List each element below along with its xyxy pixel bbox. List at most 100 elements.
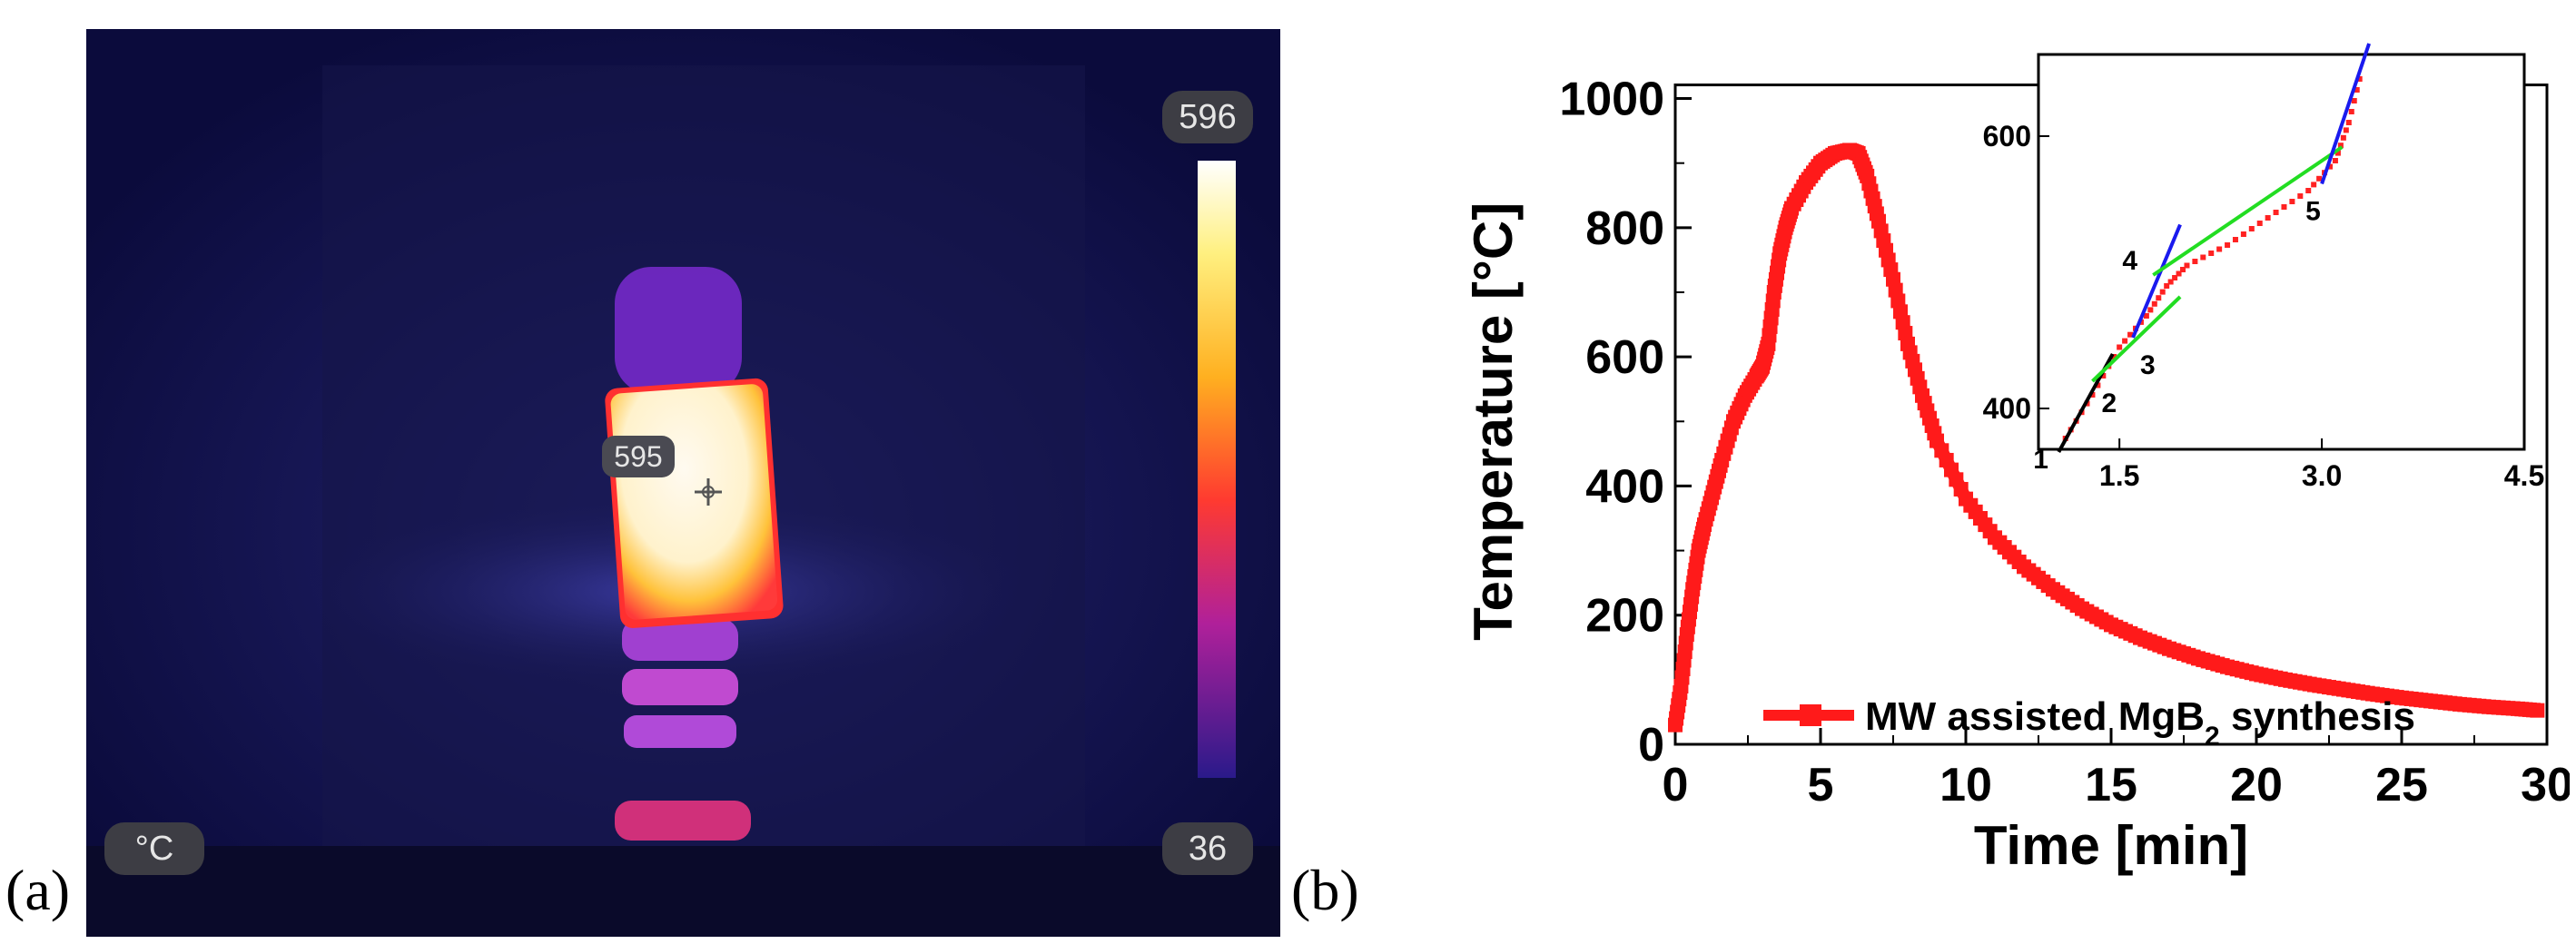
- chamber-floor: [86, 846, 1280, 937]
- inset-data-point: [2354, 87, 2360, 93]
- inset-data-point: [2122, 338, 2128, 344]
- inset-fit-label-3: 3: [2140, 350, 2156, 380]
- inset-data-point: [2176, 270, 2182, 277]
- hot-sample: [605, 378, 784, 628]
- inset-data-point: [2172, 275, 2178, 280]
- series-markers: [1668, 143, 2545, 733]
- inset-data-point: [2127, 331, 2134, 338]
- x-tick-label: 15: [2085, 759, 2137, 811]
- inset-data-point: [2216, 246, 2223, 252]
- inset-data-point: [2289, 199, 2295, 204]
- inset-y-tick-label: 600: [1983, 120, 2031, 152]
- legend: MW assisted MgB2 synthesis: [1763, 694, 2415, 752]
- inset-data-point: [2356, 76, 2363, 82]
- inset-fit-line-5: [2320, 43, 2371, 185]
- inset-data-point: [2156, 295, 2162, 301]
- inset-data-point: [2240, 231, 2246, 237]
- inset-data-point: [2180, 267, 2186, 272]
- inset-y-tick-label: 400: [1983, 392, 2031, 425]
- inset-data-point: [2184, 262, 2190, 269]
- inset-data-point: [2164, 283, 2170, 289]
- scale-min-label: 36: [1162, 822, 1253, 875]
- inset-fit-line-3: [2131, 223, 2182, 339]
- inset-data-point: [2343, 127, 2349, 133]
- y-tick-label: 200: [1585, 590, 1664, 643]
- inset-data-point: [2345, 120, 2352, 125]
- inset-data-point: [2311, 182, 2317, 188]
- inset-data-point: [2208, 251, 2215, 256]
- inset-frame: [2037, 53, 2526, 451]
- coil-2: [622, 669, 738, 705]
- inset-data-point: [2167, 279, 2174, 285]
- unit-label: °C: [104, 822, 204, 875]
- inset-x-tick-label: 4.5: [2504, 459, 2544, 492]
- tube-top: [615, 267, 742, 394]
- inset-data-point: [2232, 237, 2238, 242]
- inset-fit-line-4: [2152, 145, 2344, 277]
- spot-temperature-label: 595: [602, 436, 675, 477]
- x-tick-label: 10: [1939, 759, 1992, 811]
- y-tick-label: 600: [1585, 331, 1664, 384]
- inset-data-point: [2273, 210, 2279, 215]
- inset-data-point: [2297, 193, 2304, 199]
- inset-data-point: [2316, 175, 2323, 182]
- y-tick-label: 400: [1585, 460, 1664, 513]
- coil-3: [624, 715, 736, 748]
- panel-label-a: (a): [5, 858, 71, 922]
- thermal-image: 596 36 °C 595: [86, 29, 1280, 937]
- inset-data-point: [2089, 392, 2096, 398]
- inset-data-point: [2351, 98, 2357, 103]
- legend-marker: [1800, 704, 1821, 726]
- inset-data-point: [2200, 254, 2206, 261]
- inset-data-point: [2100, 373, 2107, 379]
- inset-x-tick-label: 3.0: [2302, 459, 2342, 492]
- data-point: [2530, 703, 2545, 718]
- inset-data-point: [2327, 163, 2333, 170]
- inset-data-point: [2281, 204, 2287, 210]
- inset-data-point: [2305, 188, 2312, 193]
- coil-4: [615, 801, 751, 841]
- inset-x-tick-label: 1.5: [2099, 459, 2139, 492]
- y-tick-label: 0: [1638, 719, 1664, 772]
- inset-data-point: [2095, 382, 2101, 388]
- crosshair-icon: [695, 478, 722, 506]
- y-tick-label: 800: [1585, 202, 1664, 255]
- y-axis-label: Temperature [°C]: [1463, 202, 1524, 641]
- inset-data-point: [2151, 300, 2157, 307]
- inset-data-point: [2265, 215, 2271, 221]
- inset-fit-label-5: 5: [2305, 197, 2321, 227]
- inset-fit-label-4: 4: [2122, 246, 2137, 276]
- inset-data-point: [2248, 226, 2255, 231]
- coil-1: [622, 619, 738, 661]
- inset-fit-line-2: [2091, 295, 2182, 383]
- x-tick-label: 5: [1808, 759, 1834, 811]
- inset-fit-label-2: 2: [2101, 388, 2117, 418]
- inset-data-point: [2256, 221, 2263, 226]
- inset-data-point: [2334, 150, 2341, 156]
- x-tick-label: 0: [1663, 759, 1689, 811]
- x-axis-label: Time [min]: [1974, 815, 2248, 876]
- inset-data-point: [2117, 344, 2123, 350]
- inset-data-point: [2111, 354, 2117, 359]
- scale-max-label: 596: [1162, 91, 1253, 143]
- inset-data-point: [2147, 307, 2154, 313]
- inset-data-point: [2192, 259, 2198, 264]
- inset-fit-label-1: 1: [2033, 445, 2048, 475]
- panel-label-b: (b): [1291, 858, 1359, 922]
- inset-data-point: [2348, 109, 2354, 114]
- inset-data-point: [2159, 289, 2166, 295]
- legend-text: MW assisted MgB2 synthesis: [1865, 694, 2415, 752]
- inset-data-point: [2337, 143, 2344, 149]
- x-tick-label: 25: [2375, 759, 2428, 811]
- thermal-scene: [86, 29, 1280, 937]
- x-tick-label: 30: [2521, 759, 2570, 811]
- inset-data-point: [2225, 242, 2231, 248]
- x-tick-label: 20: [2230, 759, 2283, 811]
- y-tick-label: 1000: [1559, 74, 1664, 126]
- inset-data-point: [2143, 313, 2149, 319]
- inset-data-point: [2332, 158, 2338, 163]
- inset-data-point: [2340, 134, 2346, 141]
